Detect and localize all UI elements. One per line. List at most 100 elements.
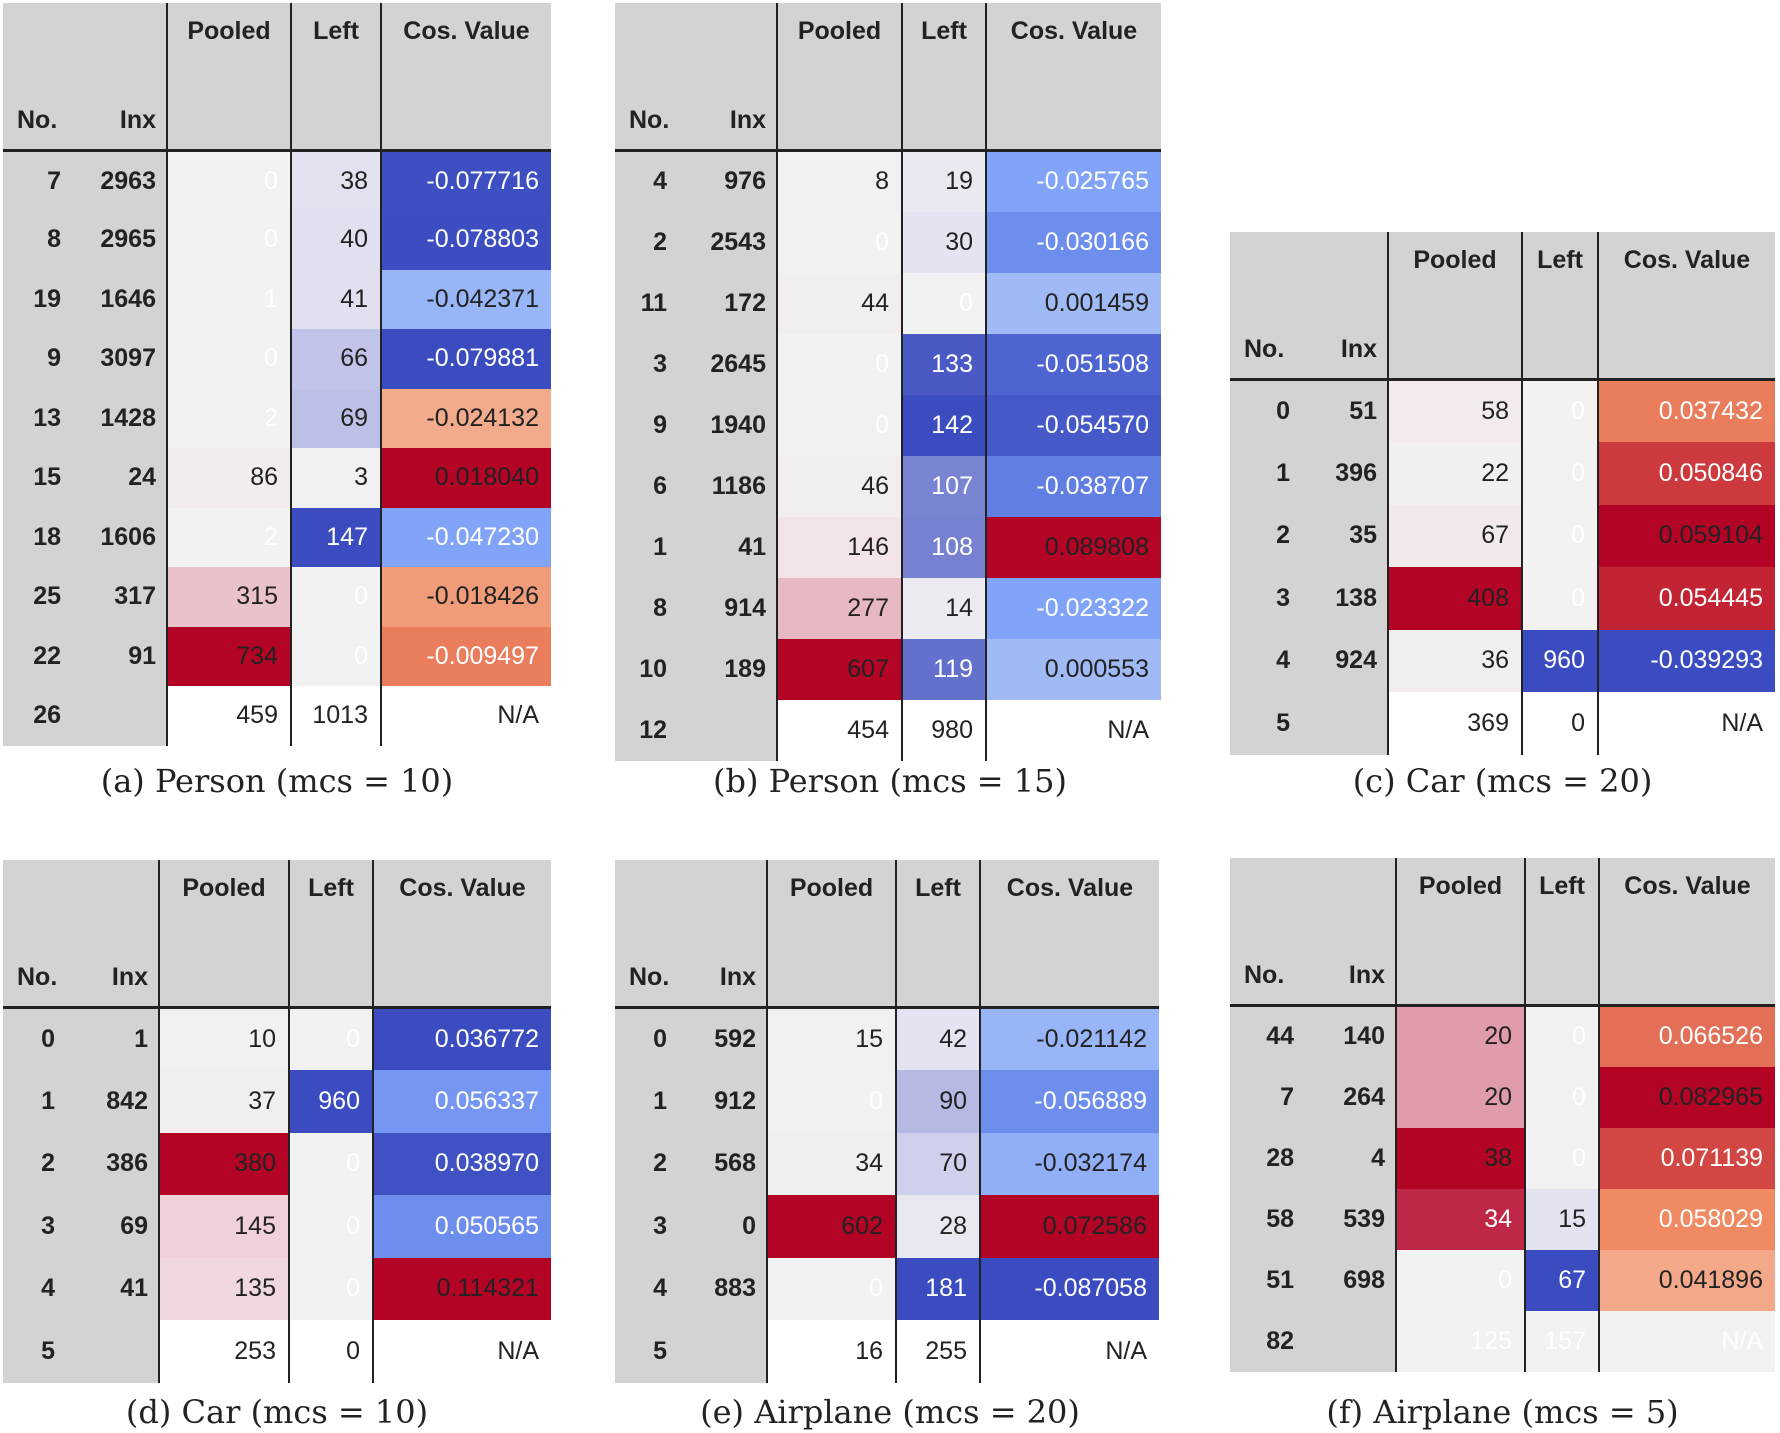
table-row: 4 41 135 0 0.114321 — [3, 1257, 551, 1320]
row-inx: 2543 — [677, 211, 777, 273]
header-pooled: Pooled — [1387, 232, 1522, 304]
pooled-cell: 408 — [1387, 567, 1522, 630]
header-blank — [1395, 930, 1525, 1007]
panel-a: Pooled Left Cos. Value No. Inx 7 2963 0 38 -0.077… — [3, 3, 551, 746]
cos-value-cell: -0.078803 — [380, 210, 551, 270]
left-cell: 0 — [288, 1007, 373, 1070]
row-inx: 568 — [677, 1132, 767, 1195]
cos-value-cell: 0.058029 — [1598, 1188, 1775, 1250]
header-no: No. — [615, 932, 677, 1009]
row-no: 6 — [615, 455, 677, 517]
header-pooled: Pooled — [1395, 858, 1525, 930]
header-inx: Inx — [65, 932, 159, 1009]
cos-value-cell: -0.079881 — [380, 329, 551, 389]
left-cell: 0 — [1524, 1127, 1599, 1189]
left-cell: 38 — [290, 150, 381, 210]
row-no: 58 — [1230, 1188, 1304, 1250]
cos-value-cell: -0.024132 — [380, 388, 551, 448]
pooled-cell: 253 — [158, 1320, 289, 1383]
row-no: 13 — [3, 388, 71, 448]
row-no: 5 — [3, 1320, 65, 1383]
table-row: 7 2963 0 38 -0.077716 — [3, 150, 551, 210]
header-blank — [615, 3, 677, 75]
table-row: 5 369 0 N/A — [1230, 692, 1775, 755]
row-inx: 69 — [65, 1195, 159, 1258]
pooled-cell: 36 — [1387, 629, 1522, 692]
header-blank — [1300, 232, 1388, 304]
pooled-cell: 86 — [166, 448, 291, 508]
row-inx: 592 — [677, 1007, 767, 1070]
header-pooled: Pooled — [158, 860, 289, 932]
pooled-cell: 734 — [166, 626, 291, 686]
left-cell: 1013 — [290, 686, 381, 746]
pooled-cell: 1 — [166, 269, 291, 329]
pooled-cell: 10 — [158, 1007, 289, 1070]
table-row: 12 454 980 N/A — [615, 699, 1161, 761]
table-row: 3 0 602 28 0.072586 — [615, 1195, 1159, 1258]
header-blank — [3, 3, 71, 75]
cos-value-cell: N/A — [372, 1320, 551, 1383]
table-row: 2 2543 0 30 -0.030166 — [615, 211, 1161, 273]
caption-e: (e) Airplane (mcs = 20) — [700, 1393, 1080, 1431]
table-row: 6 1186 46 107 -0.038707 — [615, 455, 1161, 517]
table-row: 3 2645 0 133 -0.051508 — [615, 333, 1161, 395]
left-cell: 0 — [1521, 692, 1598, 755]
table-row: 5 16 255 N/A — [615, 1320, 1159, 1383]
header-blank — [1304, 858, 1396, 930]
left-cell: 70 — [895, 1132, 980, 1195]
left-cell: 0 — [1521, 567, 1598, 630]
table-c: Pooled Left Cos. Value No. Inx 0 51 58 0 0.037432… — [1230, 232, 1775, 755]
header-left: Left — [290, 3, 381, 75]
row-inx: 41 — [65, 1257, 159, 1320]
left-cell: 0 — [1521, 504, 1598, 567]
row-no: 22 — [3, 626, 71, 686]
cos-value-cell: 0.072586 — [979, 1195, 1159, 1258]
row-no: 2 — [3, 1132, 65, 1195]
left-cell: 0 — [901, 272, 986, 334]
row-inx: 264 — [1304, 1066, 1396, 1128]
header-left: Left — [1524, 858, 1599, 930]
row-inx: 140 — [1304, 1005, 1396, 1067]
header-blank — [1387, 304, 1522, 381]
table-row: 1 842 37 960 0.056337 — [3, 1070, 551, 1133]
left-cell: 0 — [288, 1132, 373, 1195]
row-no: 9 — [615, 394, 677, 456]
row-no: 0 — [3, 1007, 65, 1070]
left-cell: 0 — [290, 626, 381, 686]
row-no: 3 — [1230, 567, 1300, 630]
table-row: 5 253 0 N/A — [3, 1320, 551, 1383]
row-inx: 2963 — [71, 150, 167, 210]
row-no: 3 — [615, 1195, 677, 1258]
pooled-cell: 2 — [166, 388, 291, 448]
cos-value-cell: -0.051508 — [985, 333, 1161, 395]
left-cell: 0 — [288, 1320, 373, 1383]
row-no: 15 — [3, 448, 71, 508]
row-inx: 1186 — [677, 455, 777, 517]
left-cell: 157 — [1524, 1310, 1599, 1372]
pooled-cell: 125 — [1395, 1310, 1525, 1372]
pooled-cell: 0 — [766, 1257, 896, 1320]
row-no: 0 — [1230, 379, 1300, 442]
header-cos-value: Cos. Value — [1597, 232, 1775, 304]
cos-value-cell: N/A — [979, 1320, 1159, 1383]
caption-b: (b) Person (mcs = 15) — [713, 762, 1067, 800]
cos-value-cell: 0.041896 — [1598, 1249, 1775, 1311]
row-inx: 3097 — [71, 329, 167, 389]
header-row: Pooled Left Cos. Value — [615, 3, 1161, 75]
left-cell: 960 — [288, 1070, 373, 1133]
row-no: 2 — [1230, 504, 1300, 567]
pooled-cell: 44 — [776, 272, 902, 334]
pooled-cell: 22 — [1387, 442, 1522, 505]
subheader-row: No. Inx — [615, 75, 1161, 152]
pooled-cell: 0 — [776, 211, 902, 273]
cos-value-cell: -0.056889 — [979, 1070, 1159, 1133]
left-cell: 133 — [901, 333, 986, 395]
pooled-cell: 34 — [1395, 1188, 1525, 1250]
left-cell: 67 — [1524, 1249, 1599, 1311]
cos-value-cell: -0.039293 — [1597, 629, 1775, 692]
cos-value-cell: N/A — [985, 699, 1161, 761]
row-inx: 1606 — [71, 507, 167, 567]
header-left: Left — [288, 860, 373, 932]
pooled-cell: 34 — [766, 1132, 896, 1195]
left-cell: 3 — [290, 448, 381, 508]
